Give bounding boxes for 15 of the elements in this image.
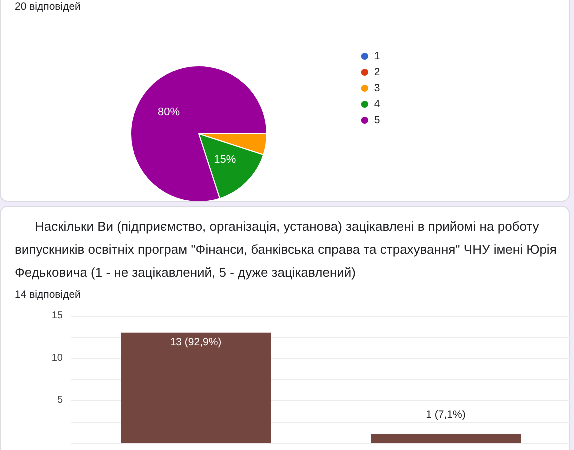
- data-label: 13 (92,9%): [170, 336, 222, 348]
- legend-label: 5: [374, 114, 380, 126]
- chart-subtitle: 20 відповідей: [15, 1, 81, 13]
- legend-label: 4: [374, 98, 380, 110]
- data-label: 15%: [214, 154, 236, 166]
- text: 10: [52, 352, 63, 364]
- legend-label: 1: [374, 50, 380, 62]
- data-label: 1 (7,1%): [426, 409, 466, 422]
- legend-label: 3: [374, 82, 380, 94]
- chart-title: Наскільки Ви (підприємство, організація, установа) зацікавлені в прийомі на роботу випускників освітніх програм "Фінанси, банківська справа та страхування" ЧНУ імені Юрія Федьковича (1 - не зацікавлений, 5 - дуже зацікавлений): [15, 218, 558, 282]
- data-label: 80%: [158, 106, 180, 118]
- text: 5: [57, 395, 63, 406]
- text: 15: [52, 310, 63, 322]
- chart-subtitle: 14 відповідей: [15, 289, 81, 301]
- legend-label: 2: [374, 66, 380, 78]
